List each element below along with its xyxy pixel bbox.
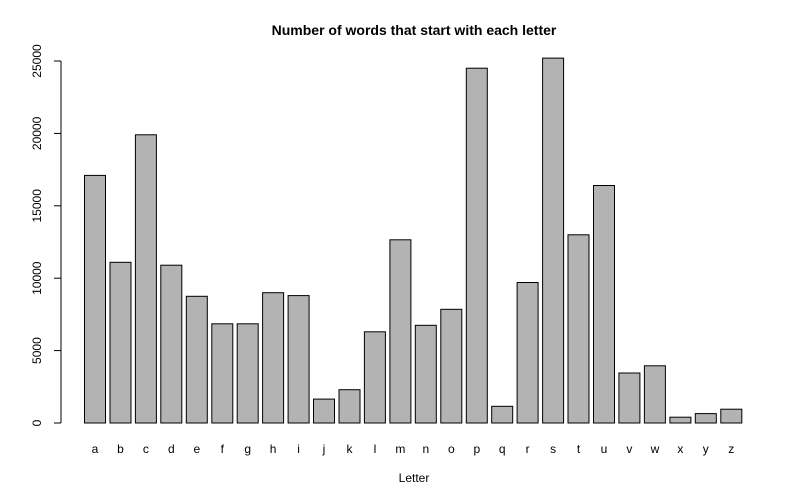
bar-f: [211, 323, 234, 424]
x-tick-label-n: n: [422, 442, 429, 456]
y-tick-label-10000: 10000: [30, 261, 44, 295]
bar-v: [618, 372, 641, 424]
x-tick-label-p: p: [473, 442, 480, 456]
y-tick-label-20000: 20000: [30, 116, 44, 150]
x-tick-label-s: s: [550, 442, 556, 456]
bar-i: [287, 295, 310, 424]
bar-w: [643, 365, 666, 424]
y-ticks: 0 5000 10000 15000 20000 25000: [30, 44, 61, 426]
x-tick-label-f: f: [221, 442, 225, 456]
x-tick-label-l: l: [374, 442, 377, 456]
x-tick-label-h: h: [270, 442, 277, 456]
bar-n: [414, 324, 437, 424]
x-tick-label-k: k: [347, 442, 354, 456]
y-axis: 0 5000 10000 15000 20000 25000: [30, 44, 62, 426]
x-tick-label-y: y: [703, 442, 709, 456]
bar-y: [694, 413, 717, 424]
bar-r: [516, 282, 539, 424]
x-tick-label-u: u: [601, 442, 608, 456]
x-tick-labels: a b c d e f g h i j k l m n o p q r s t u v w x y z: [92, 442, 735, 456]
bar-q: [491, 405, 514, 424]
x-tick-label-e: e: [193, 442, 200, 456]
bar-l: [363, 331, 386, 424]
bar-d: [160, 264, 183, 424]
bar-e: [185, 295, 208, 424]
y-tick-label-15000: 15000: [30, 189, 44, 223]
x-tick-label-a: a: [92, 442, 99, 456]
bar-x: [669, 416, 692, 424]
bar-c: [134, 134, 157, 424]
x-tick-label-x: x: [677, 442, 683, 456]
chart-title: Number of words that start with each let…: [272, 22, 557, 38]
x-tick-label-c: c: [143, 442, 149, 456]
bar-h: [262, 292, 285, 424]
x-tick-label-m: m: [395, 442, 405, 456]
x-tick-label-i: i: [297, 442, 300, 456]
x-tick-label-v: v: [626, 442, 632, 456]
x-tick-label-g: g: [244, 442, 251, 456]
bar-b: [109, 261, 132, 424]
x-tick-label-q: q: [499, 442, 506, 456]
x-tick-label-b: b: [117, 442, 124, 456]
bar-m: [389, 239, 412, 424]
x-tick-label-j: j: [322, 442, 326, 456]
bar-j: [313, 398, 335, 424]
bar-a: [84, 174, 106, 424]
x-tick-label-o: o: [448, 442, 455, 456]
x-tick-label-z: z: [728, 442, 734, 456]
bar-u: [593, 185, 615, 424]
y-tick-label-0: 0: [30, 419, 44, 426]
bar-p: [465, 67, 488, 424]
x-tick-label-d: d: [168, 442, 175, 456]
x-tick-label-r: r: [526, 442, 530, 456]
bar-k: [338, 389, 361, 424]
bar-o: [440, 308, 463, 424]
bars-group: [84, 57, 743, 424]
x-axis-label: Letter: [399, 471, 430, 485]
x-tick-label-t: t: [577, 442, 581, 456]
y-tick-label-25000: 25000: [30, 44, 44, 78]
bar-g: [236, 323, 259, 424]
y-tick-label-5000: 5000: [30, 337, 44, 364]
bar-s: [542, 57, 565, 424]
x-tick-label-w: w: [650, 442, 660, 456]
bar-z: [720, 408, 743, 424]
bar-t: [567, 234, 590, 424]
